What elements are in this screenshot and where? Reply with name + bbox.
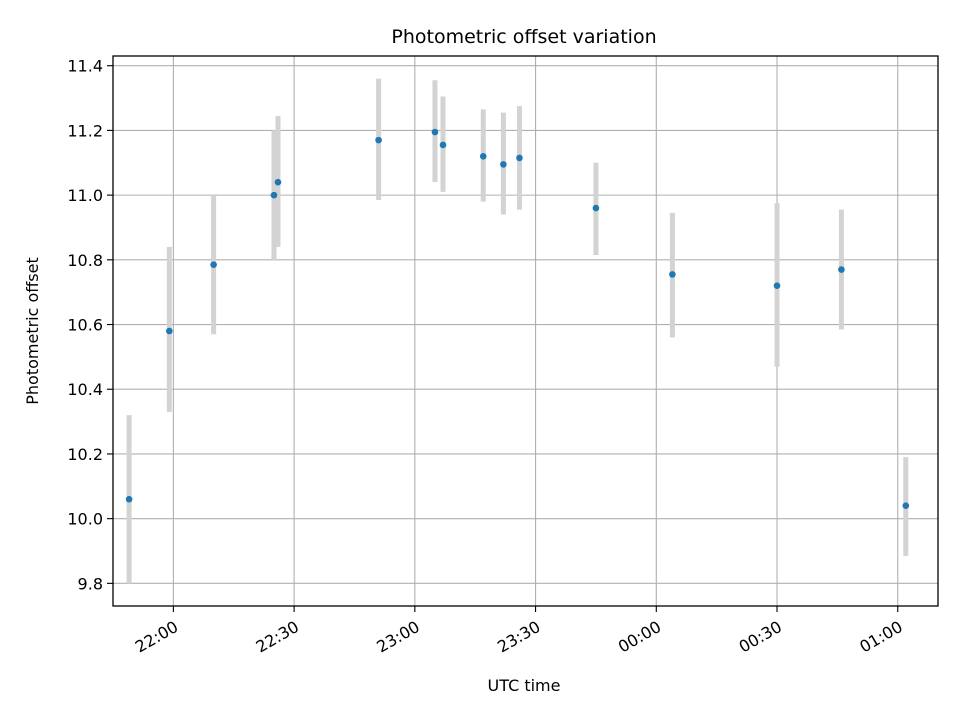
- data-point: [125, 495, 133, 503]
- y-axis-label: Photometric offset: [23, 257, 42, 405]
- data-point: [274, 178, 282, 186]
- y-axis-ticks: 9.8 10.0 10.2 10.4 10.6 10.8 11.0 11.2 11.4: [67, 57, 113, 593]
- data-point: [166, 327, 173, 335]
- y-tick-label: 10.2: [67, 445, 103, 464]
- data-points: [125, 128, 910, 510]
- data-point: [838, 266, 845, 273]
- plot-frame: [112, 55, 939, 607]
- y-tick-label: 10.0: [67, 510, 103, 529]
- data-point: [592, 204, 600, 212]
- data-point: [516, 154, 523, 162]
- y-tick-label: 11.4: [67, 57, 103, 76]
- y-tick-label: 11.0: [67, 186, 103, 205]
- y-tick-label: 10.4: [67, 380, 103, 399]
- chart-title: Photometric offset variation: [391, 26, 656, 48]
- data-point: [773, 282, 781, 290]
- data-point: [439, 141, 447, 149]
- data-point: [270, 191, 278, 199]
- x-axis-label: UTC time: [488, 676, 561, 695]
- data-point: [500, 161, 507, 168]
- data-point: [669, 271, 676, 278]
- data-point: [902, 502, 910, 510]
- data-point: [479, 152, 487, 160]
- data-point: [431, 128, 439, 136]
- data-point: [210, 261, 217, 268]
- data-point: [375, 136, 382, 144]
- y-tick-label: 9.8: [78, 574, 103, 593]
- y-tick-label: 10.8: [67, 251, 103, 270]
- y-tick-label: 10.6: [67, 316, 103, 335]
- y-tick-label: 11.2: [67, 121, 103, 140]
